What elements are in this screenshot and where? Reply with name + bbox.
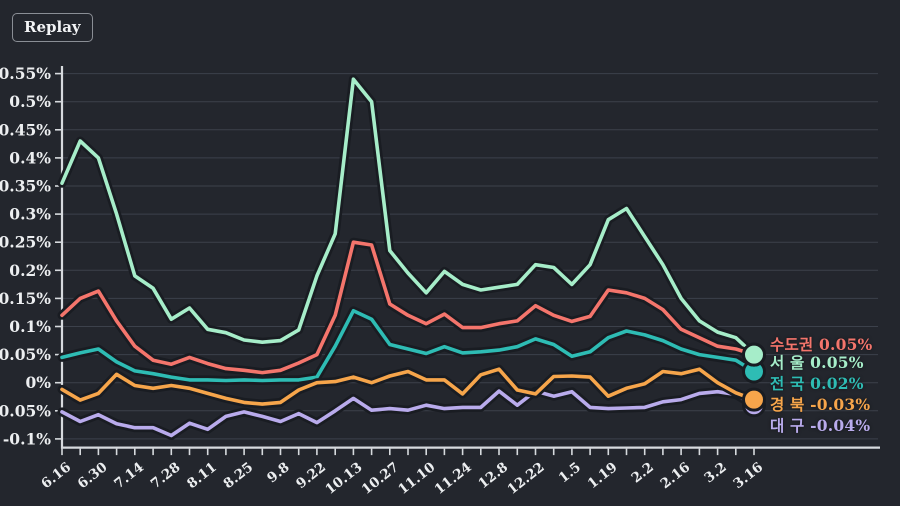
- x-tick-label: 12.22: [504, 459, 547, 498]
- x-tick-label: 3.16: [730, 459, 766, 492]
- y-tick-label: -0.05%: [0, 401, 51, 420]
- series-sudogwon: [57, 237, 759, 378]
- end-marker-seoul: [742, 342, 766, 367]
- x-tick-label: 11.10: [395, 459, 438, 498]
- y-tick-label: 0.1%: [9, 317, 51, 336]
- series-daegu: [57, 386, 759, 440]
- x-tick-label: 1.5: [556, 459, 584, 486]
- y-tick-label: 0%: [25, 373, 51, 392]
- x-tick-label: 9.8: [264, 459, 292, 486]
- series-seoul: [57, 74, 759, 360]
- x-tick-label: 2.16: [657, 459, 693, 492]
- y-tick-label: 0.25%: [0, 233, 51, 252]
- x-tick-label: 10.27: [359, 459, 402, 498]
- y-tick-label: 0.55%: [0, 64, 51, 83]
- end-markers: [742, 342, 766, 418]
- y-tick-label: 0.5%: [9, 92, 51, 111]
- x-tick-label: 7.28: [148, 459, 184, 492]
- series-gyeongbuk: [57, 364, 759, 409]
- y-tick-label: 0.2%: [9, 261, 51, 280]
- y-tick-label: -0.1%: [3, 429, 51, 448]
- x-tick-label: 11.24: [432, 459, 475, 498]
- x-tick-label: 7.14: [111, 459, 147, 492]
- series-lines: [57, 74, 759, 440]
- replay-button[interactable]: Replay: [12, 13, 93, 42]
- y-tick-label: 0.45%: [0, 120, 51, 139]
- x-tick-label: 3.2: [701, 459, 729, 486]
- y-tick-label: 0.4%: [9, 148, 51, 167]
- y-tick-label: 0.3%: [9, 205, 51, 224]
- x-tick-label: 8.25: [220, 459, 256, 492]
- x-tick-label: 6.30: [75, 459, 111, 492]
- x-tick-label: 6.16: [38, 459, 74, 492]
- x-tick-label: 10.13: [322, 459, 365, 498]
- y-tick-label: 0.15%: [0, 289, 51, 308]
- y-axis-labels: 0.55% 0.5% 0.45% 0.4% 0.35% 0.3% 0.25% 0.2% 0.15…: [0, 64, 62, 448]
- x-tick-label: 8.11: [184, 459, 220, 492]
- x-tick-label: 1.19: [585, 459, 621, 492]
- x-axis-labels: 6.16 6.30 7.14 7.28 8.11 8.25 9.8 9.2210.1310.2…: [38, 448, 766, 498]
- series-jeonguk: [57, 306, 759, 385]
- y-tick-label: 0.05%: [0, 345, 51, 364]
- y-tick-label: 0.35%: [0, 177, 51, 196]
- end-marker-gyeongbuk: [742, 387, 766, 412]
- x-tick-label: 2.2: [628, 459, 656, 486]
